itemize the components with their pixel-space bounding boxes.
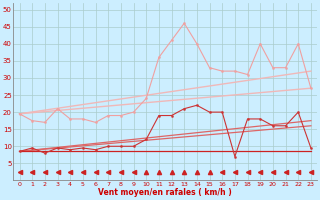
X-axis label: Vent moyen/en rafales ( km/h ): Vent moyen/en rafales ( km/h ) xyxy=(98,188,232,197)
